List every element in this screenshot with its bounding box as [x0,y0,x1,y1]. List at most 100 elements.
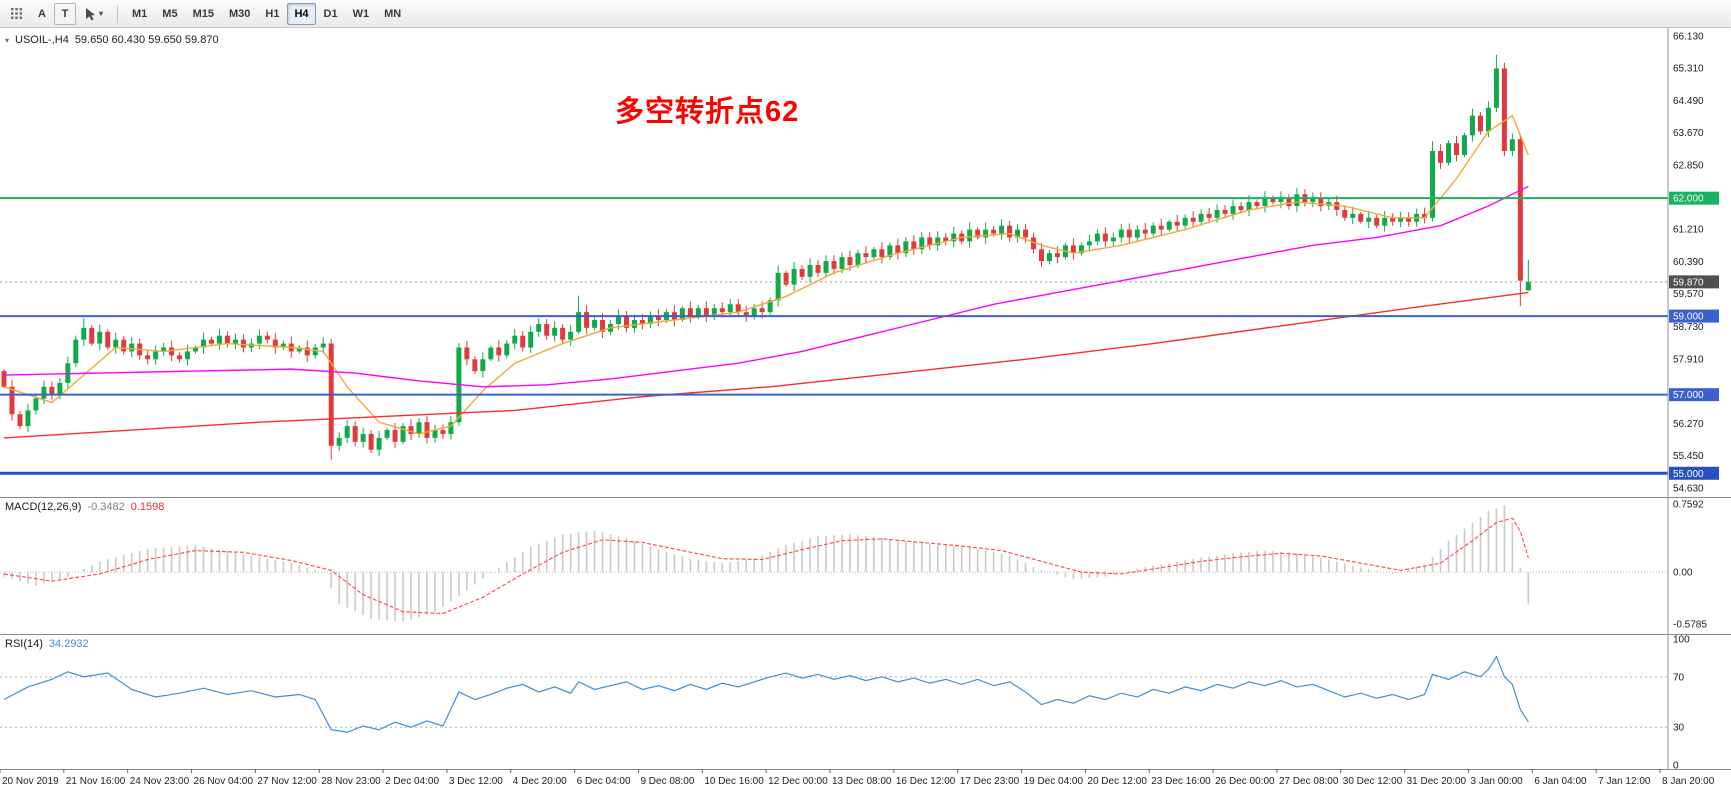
svg-text:57.910: 57.910 [1673,354,1704,365]
svg-text:24 Nov 23:00: 24 Nov 23:00 [130,776,190,787]
rsi-label: RSI(14) 34.2932 [5,638,89,650]
price-badge: 57.000 [1669,388,1719,402]
macd-name: MACD(12,26,9) [5,501,82,513]
price-badge: 59.000 [1669,309,1719,323]
svg-text:17 Dec 23:00: 17 Dec 23:00 [960,776,1020,787]
chart-dropdown-icon[interactable]: ▾ [5,35,10,45]
svg-text:0: 0 [1673,761,1679,769]
svg-text:-0.5785: -0.5785 [1673,620,1707,631]
svg-text:56.270: 56.270 [1673,419,1704,430]
price-badge: 62.000 [1669,191,1719,205]
svg-text:16 Dec 12:00: 16 Dec 12:00 [896,776,956,787]
rsi-line [3,655,1529,733]
macd-value: -0.3482 [87,501,125,513]
timeframe-button-m1[interactable]: M1 [125,3,154,25]
macd-histogram [3,505,1530,622]
timeframe-button-h4[interactable]: H4 [287,2,316,25]
symbol-timeframe-label: USOIL-,H4 [15,34,69,46]
svg-text:23 Dec 16:00: 23 Dec 16:00 [1151,776,1211,787]
svg-text:20 Dec 12:00: 20 Dec 12:00 [1087,776,1147,787]
svg-text:60.390: 60.390 [1673,257,1704,268]
svg-text:6 Jan 04:00: 6 Jan 04:00 [1534,776,1587,787]
rsi-canvas[interactable]: 100 70 30 0 [0,634,1731,769]
chevron-down-icon: ▾ [99,9,104,18]
chart-title: ▾ USOIL-,H4 59.650 60.430 59.650 59.870 [5,34,219,46]
svg-text:9 Dec 08:00: 9 Dec 08:00 [640,776,694,787]
svg-text:63.670: 63.670 [1673,128,1704,139]
svg-text:61.210: 61.210 [1673,225,1704,236]
svg-text:21 Nov 16:00: 21 Nov 16:00 [66,776,126,787]
ma-line-fast [3,114,1529,435]
timeframe-button-m5[interactable]: M5 [155,3,184,25]
ma-line-slow [3,291,1529,439]
svg-text:59.870: 59.870 [1673,277,1704,288]
time-axis-canvas: 20 Nov 2019 21 Nov 16:00 24 Nov 23:00 26 No… [0,769,1731,787]
svg-text:4 Dec 20:00: 4 Dec 20:00 [513,776,567,787]
svg-text:12 Dec 00:00: 12 Dec 00:00 [768,776,828,787]
svg-text:65.310: 65.310 [1673,64,1704,75]
svg-text:31 Dec 20:00: 31 Dec 20:00 [1407,776,1467,787]
svg-text:66.130: 66.130 [1673,31,1704,42]
svg-text:62.850: 62.850 [1673,160,1704,171]
svg-text:20 Nov 2019: 20 Nov 2019 [2,776,59,787]
svg-text:26 Nov 04:00: 26 Nov 04:00 [194,776,254,787]
svg-text:27 Nov 12:00: 27 Nov 12:00 [257,776,317,787]
svg-text:8 Jan 20:00: 8 Jan 20:00 [1662,776,1715,787]
timeframe-button-m15[interactable]: M15 [186,3,221,25]
ohlc-values: 59.650 60.430 59.650 59.870 [74,34,219,46]
macd-canvas[interactable]: 0.7592 0.00 -0.5785 [0,497,1731,634]
timeframe-button-mn[interactable]: MN [377,3,408,25]
timeframe-button-m30[interactable]: M30 [222,3,257,25]
main-chart-canvas[interactable]: 66.130 65.310 64.490 63.670 62.850 61.210 60.3… [0,28,1731,497]
price-badge: 55.000 [1669,466,1719,480]
macd-signal-value: 0.1598 [130,501,165,513]
grid-icon[interactable] [3,3,30,25]
cursor-icon [86,7,95,20]
svg-text:55.450: 55.450 [1673,451,1704,462]
svg-text:59.000: 59.000 [1673,312,1704,323]
text-annotation-button[interactable]: A [31,3,53,25]
svg-text:30 Dec 12:00: 30 Dec 12:00 [1343,776,1403,787]
svg-text:57.000: 57.000 [1673,390,1704,401]
text-label-button[interactable]: T [54,2,76,25]
toolbar: A T ▾ M1 M5 M15 M30 H1 H4 D1 W1 MN [0,0,1731,28]
main-chart-panel[interactable]: 66.130 65.310 64.490 63.670 62.850 61.210 60.3… [0,28,1731,497]
svg-text:54.630: 54.630 [1673,483,1704,494]
timeframe-button-w1[interactable]: W1 [346,3,377,25]
svg-text:3 Jan 00:00: 3 Jan 00:00 [1470,776,1523,787]
svg-text:62.000: 62.000 [1673,194,1704,205]
svg-text:13 Dec 08:00: 13 Dec 08:00 [832,776,892,787]
ma-line-mid [3,185,1529,388]
price-axis[interactable]: 66.130 65.310 64.490 63.670 62.850 61.210 60.3… [1673,31,1704,494]
grid-dots-icon [11,8,22,19]
svg-text:19 Dec 04:00: 19 Dec 04:00 [1024,776,1084,787]
svg-text:27 Dec 08:00: 27 Dec 08:00 [1279,776,1339,787]
cursor-tool-button[interactable]: ▾ [77,3,110,25]
svg-text:28 Nov 23:00: 28 Nov 23:00 [321,776,381,787]
svg-text:0.00: 0.00 [1673,568,1693,579]
macd-signal-line [3,517,1529,615]
svg-text:59.570: 59.570 [1673,289,1704,300]
svg-text:100: 100 [1673,635,1690,646]
chart-annotation-text[interactable]: 多空转折点62 [615,96,800,128]
timeframe-button-h1[interactable]: H1 [258,3,286,25]
svg-text:55.000: 55.000 [1673,469,1704,480]
rsi-panel[interactable]: 100 70 30 0 RSI(14) 34.2932 [0,634,1731,769]
svg-text:3 Dec 12:00: 3 Dec 12:00 [449,776,503,787]
svg-text:64.490: 64.490 [1673,96,1704,107]
svg-text:6 Dec 04:00: 6 Dec 04:00 [577,776,631,787]
rsi-value: 34.2932 [48,638,89,650]
toolbar-separator [117,4,119,23]
svg-text:70: 70 [1673,672,1685,683]
timeframe-button-d1[interactable]: D1 [317,3,345,25]
macd-panel[interactable]: 0.7592 0.00 -0.5785 MACD(12,26,9) -0.3482 … [0,497,1731,634]
rsi-name: RSI(14) [5,638,43,650]
macd-label: MACD(12,26,9) -0.3482 0.1598 [5,501,164,513]
time-axis[interactable]: 20 Nov 2019 21 Nov 16:00 24 Nov 23:00 26 No… [0,769,1731,791]
svg-text:0.7592: 0.7592 [1673,499,1704,510]
svg-text:10 Dec 16:00: 10 Dec 16:00 [704,776,764,787]
svg-text:58.730: 58.730 [1673,322,1704,333]
price-badge: 59.870 [1669,275,1719,289]
svg-text:7 Jan 12:00: 7 Jan 12:00 [1598,776,1651,787]
